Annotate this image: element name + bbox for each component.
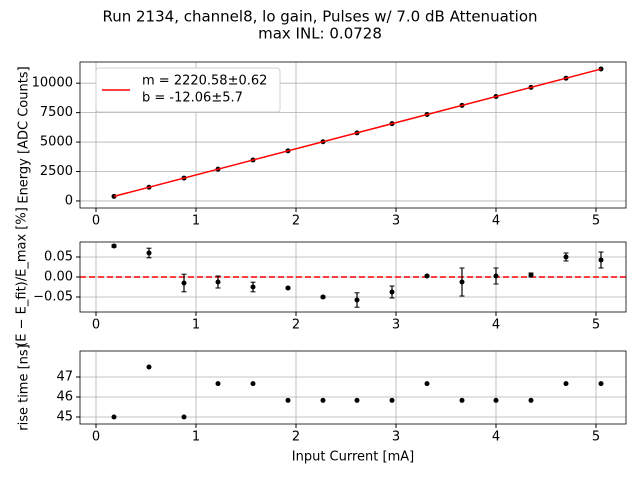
x-tick-label: 4 bbox=[492, 430, 500, 445]
figure-subtitle: max INL: 0.0728 bbox=[258, 25, 382, 43]
data-point bbox=[354, 397, 360, 403]
data-point bbox=[459, 279, 465, 285]
plot-area bbox=[80, 351, 626, 424]
data-point bbox=[285, 397, 291, 403]
y-tick-label: 47 bbox=[56, 370, 73, 385]
y-tick-label: 0 bbox=[65, 193, 73, 208]
data-point bbox=[250, 381, 256, 387]
plot-frame bbox=[79, 350, 627, 425]
y-axis-label: Energy [ADC Counts] bbox=[17, 66, 32, 203]
y-tick-label: 2500 bbox=[40, 164, 73, 179]
data-point bbox=[424, 381, 430, 387]
data-point bbox=[320, 294, 326, 300]
y-tick-label: 7500 bbox=[40, 105, 73, 120]
data-point bbox=[493, 397, 499, 403]
plot-frame bbox=[79, 241, 627, 313]
x-tick-label: 1 bbox=[192, 318, 200, 333]
x-tick-label: 3 bbox=[392, 214, 400, 229]
y-axis-label: rise time [ns] bbox=[17, 344, 32, 431]
data-point bbox=[459, 397, 465, 403]
data-point bbox=[146, 250, 152, 256]
x-axis-label: Input Current [mA] bbox=[292, 450, 414, 465]
x-tick-label: 2 bbox=[292, 430, 300, 445]
data-point bbox=[598, 257, 604, 263]
data-point bbox=[389, 397, 395, 403]
x-tick-label: 3 bbox=[392, 430, 400, 445]
x-tick-label: 4 bbox=[492, 318, 500, 333]
plot-frame bbox=[79, 61, 627, 209]
y-tick-label: 45 bbox=[56, 410, 73, 425]
data-point bbox=[528, 397, 534, 403]
y-tick-label: −0.05 bbox=[33, 290, 73, 305]
x-tick-label: 0 bbox=[92, 214, 100, 229]
data-point bbox=[111, 414, 117, 420]
data-point bbox=[146, 364, 152, 370]
x-tick-label: 5 bbox=[592, 214, 600, 229]
x-tick-label: 2 bbox=[292, 318, 300, 333]
legend-label: b = -12.06±5.7 bbox=[142, 91, 243, 106]
y-tick-label: 0.05 bbox=[44, 250, 73, 265]
data-point bbox=[111, 243, 117, 249]
data-point bbox=[563, 381, 569, 387]
x-tick-label: 1 bbox=[192, 214, 200, 229]
data-point bbox=[389, 289, 395, 295]
y-tick-label: 0.00 bbox=[44, 270, 73, 285]
y-tick-label: 10000 bbox=[32, 76, 73, 91]
y-tick-label: 46 bbox=[56, 390, 73, 405]
data-point bbox=[285, 285, 291, 291]
data-point bbox=[598, 381, 604, 387]
x-tick-label: 1 bbox=[192, 430, 200, 445]
x-tick-label: 0 bbox=[92, 430, 100, 445]
figure-title: Run 2134, channel8, lo gain, Pulses w/ 7… bbox=[102, 8, 537, 26]
x-tick-label: 4 bbox=[492, 214, 500, 229]
data-point bbox=[320, 397, 326, 403]
data-point bbox=[181, 280, 187, 286]
x-tick-label: 5 bbox=[592, 318, 600, 333]
data-point bbox=[354, 297, 360, 303]
fit-line bbox=[113, 68, 602, 198]
legend-label: m = 2220.58±0.62 bbox=[142, 74, 267, 89]
data-point bbox=[563, 254, 569, 260]
x-tick-label: 2 bbox=[292, 214, 300, 229]
data-point bbox=[493, 273, 499, 279]
legend: m = 2220.58±0.62 b = -12.06±5.7 bbox=[95, 67, 281, 113]
y-axis-label: (E − E_fit)/E_max [%] bbox=[15, 207, 30, 347]
data-point bbox=[181, 414, 187, 420]
data-point bbox=[215, 279, 221, 285]
x-tick-label: 5 bbox=[592, 430, 600, 445]
data-point bbox=[528, 272, 534, 278]
data-point bbox=[215, 381, 221, 387]
x-tick-label: 0 bbox=[92, 318, 100, 333]
x-tick-label: 3 bbox=[392, 318, 400, 333]
data-point bbox=[424, 273, 430, 279]
legend-box bbox=[95, 67, 281, 113]
data-point bbox=[250, 284, 256, 290]
y-tick-label: 5000 bbox=[40, 135, 73, 150]
